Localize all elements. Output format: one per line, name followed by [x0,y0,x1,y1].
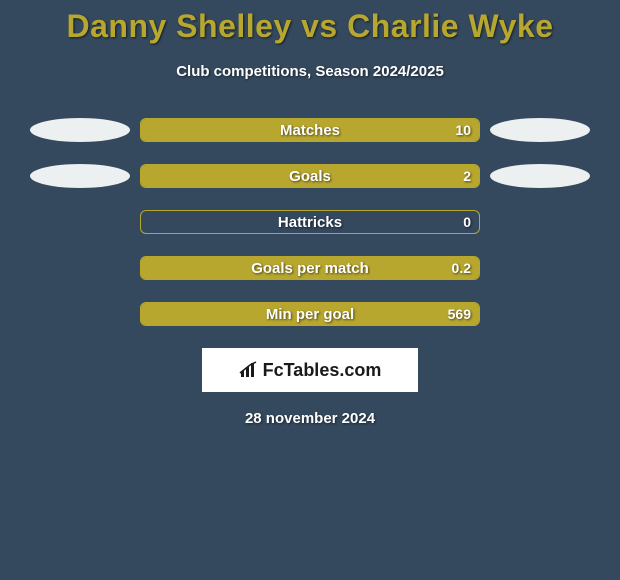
stats-list: Matches10 Goals2 Hattricks0 Goals per match… [0,118,620,326]
bar-chart-icon [239,361,259,379]
page-subtitle: Club competitions, Season 2024/2025 [0,63,620,80]
stat-label: Min per goal [141,303,479,325]
logo-box: FcTables.com [202,348,418,392]
stat-bar: Hattricks0 [140,210,480,234]
stat-row: Matches10 [0,118,620,142]
right-marker [490,118,590,142]
stat-row: Min per goal569 [0,302,620,326]
stat-label: Goals per match [141,257,479,279]
stat-value: 569 [448,303,471,325]
stat-label: Goals [141,165,479,187]
stat-value: 0.2 [452,257,471,279]
date-label: 28 november 2024 [0,410,620,427]
logo-text: FcTables.com [263,360,382,381]
stat-bar: Goals2 [140,164,480,188]
stat-label: Hattricks [141,211,479,233]
stat-row: Goals2 [0,164,620,188]
stat-row: Hattricks0 [0,210,620,234]
stat-bar: Goals per match0.2 [140,256,480,280]
stat-bar: Min per goal569 [140,302,480,326]
stat-label: Matches [141,119,479,141]
right-marker [490,164,590,188]
comparison-card: Danny Shelley vs Charlie Wyke Club compe… [0,0,620,427]
left-marker [30,164,130,188]
stat-bar: Matches10 [140,118,480,142]
stat-row: Goals per match0.2 [0,256,620,280]
stat-value: 2 [463,165,471,187]
left-marker [30,118,130,142]
stat-value: 10 [455,119,471,141]
page-title: Danny Shelley vs Charlie Wyke [0,8,620,45]
logo: FcTables.com [239,360,382,381]
stat-value: 0 [463,211,471,233]
